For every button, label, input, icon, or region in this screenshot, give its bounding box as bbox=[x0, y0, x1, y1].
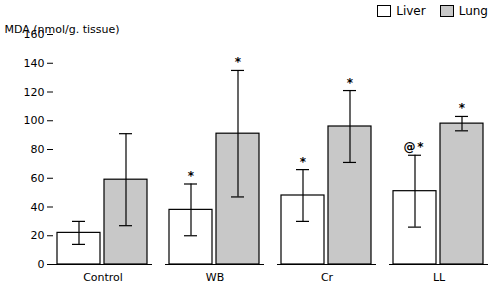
svg-text:*: * bbox=[417, 140, 424, 154]
svg-text:Control: Control bbox=[83, 271, 123, 284]
html-text:Liver: Liver bbox=[396, 4, 426, 18]
svg-text:*: * bbox=[459, 101, 466, 115]
html-text:Lung: Lung bbox=[458, 4, 488, 18]
svg-text:*: * bbox=[188, 169, 195, 183]
svg-text:MDA (nmol/g. tissue): MDA (nmol/g. tissue) bbox=[5, 23, 120, 36]
svg-text:80: 80 bbox=[31, 143, 45, 156]
svg-text:WB: WB bbox=[206, 271, 224, 284]
svg-text:140: 140 bbox=[24, 57, 45, 70]
svg-text:*: * bbox=[300, 155, 307, 169]
svg-text:Cr: Cr bbox=[321, 271, 334, 284]
svg-text:*: * bbox=[235, 55, 242, 69]
svg-text:60: 60 bbox=[31, 172, 45, 185]
svg-text:40: 40 bbox=[31, 201, 45, 214]
svg-text:100: 100 bbox=[24, 114, 45, 127]
svg-text:@: @ bbox=[404, 140, 416, 154]
svg-text:LL: LL bbox=[433, 271, 446, 284]
svg-text:0: 0 bbox=[38, 258, 45, 271]
svg-text:20: 20 bbox=[31, 229, 45, 242]
svg-text:*: * bbox=[347, 76, 354, 90]
svg-text:120: 120 bbox=[24, 86, 45, 99]
